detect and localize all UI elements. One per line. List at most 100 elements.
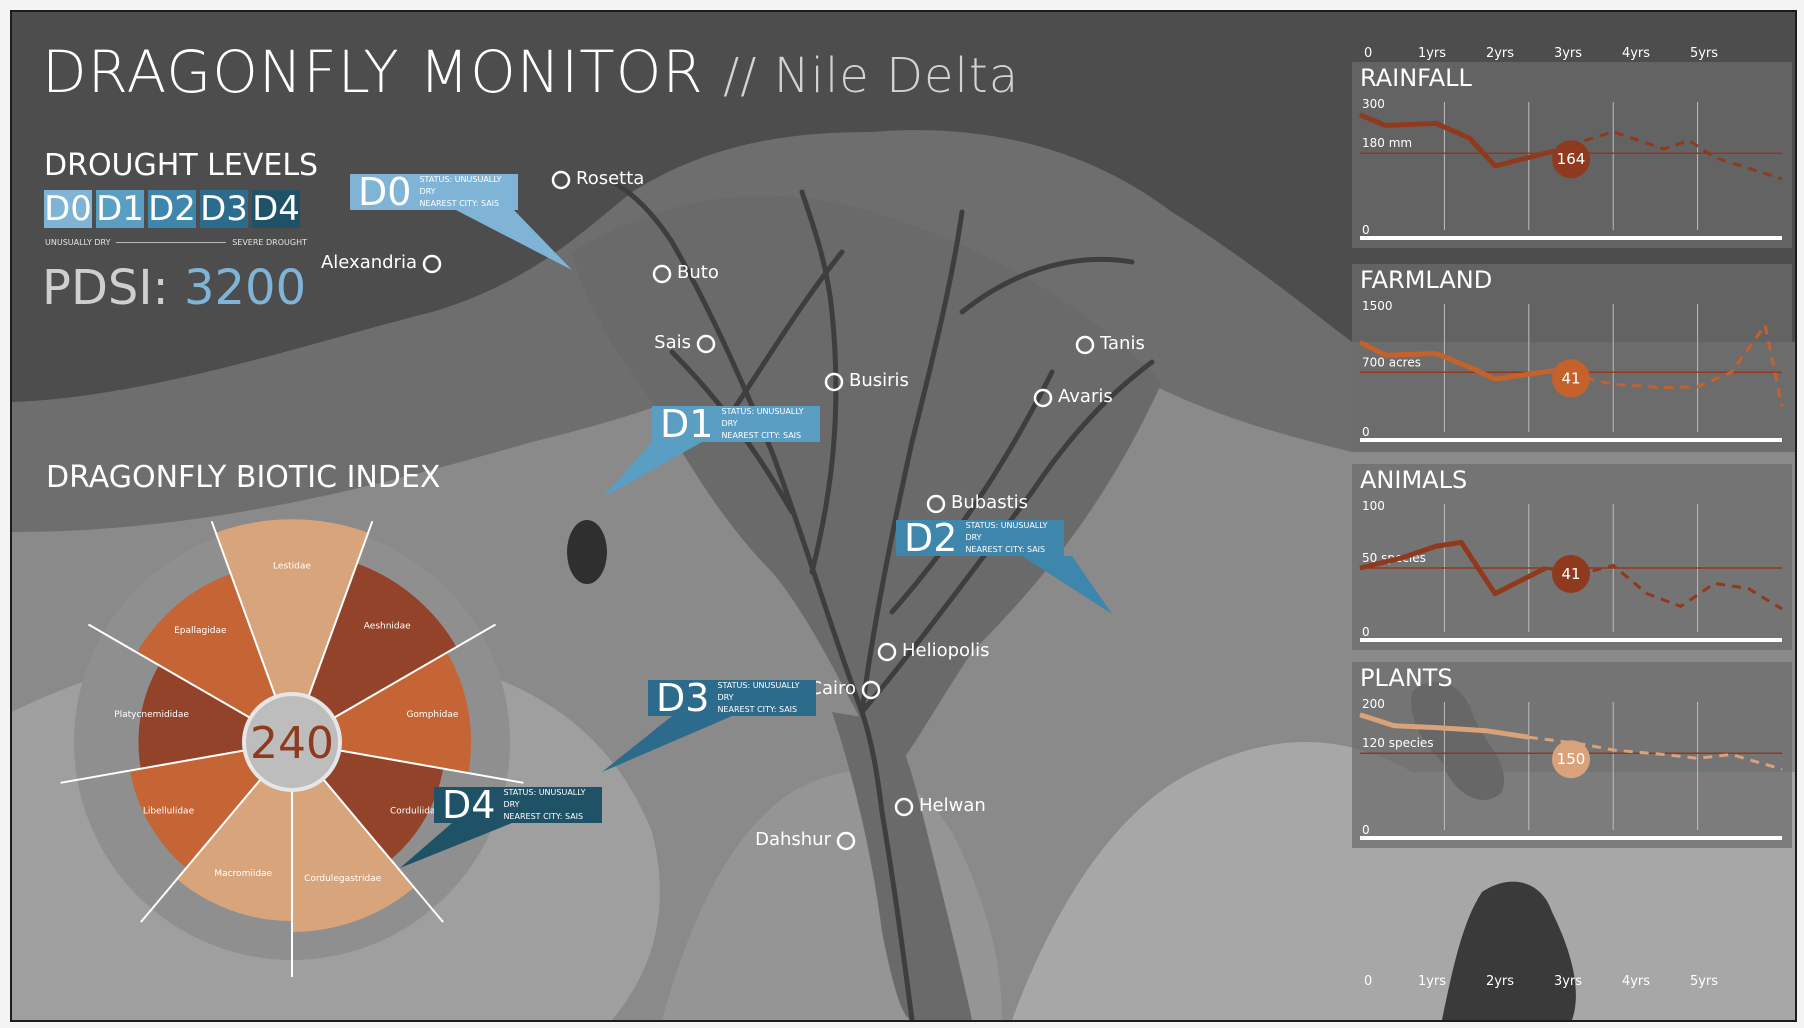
panel-plants[interactable]: PLANTS 200 0 120 species 150 xyxy=(1352,662,1792,848)
callout-city: NEAREST CITY: SAIS xyxy=(717,705,798,714)
current-value-label: 41 xyxy=(1561,369,1580,387)
rose-petal[interactable] xyxy=(292,778,415,932)
current-value-marker[interactable] xyxy=(1552,740,1590,779)
city-label[interactable]: Bubastis xyxy=(951,492,1029,513)
scale-line xyxy=(116,242,227,243)
panel-chart: 200 0 120 species 150 xyxy=(1359,697,1783,840)
drought-level-d1[interactable]: D1 xyxy=(96,189,144,229)
rose-divider xyxy=(60,749,245,784)
rose-petal[interactable] xyxy=(333,652,472,774)
current-value-label: 164 xyxy=(1557,150,1586,168)
city-label[interactable]: Rosetta xyxy=(576,168,645,189)
city-label[interactable]: Heliopolis xyxy=(902,640,990,661)
rose-divider xyxy=(140,778,262,923)
lake-mariout xyxy=(567,520,607,584)
panel-chart: 300 0 180 mm 164 xyxy=(1359,97,1783,240)
rose-category-label: Epallagidae xyxy=(174,626,227,636)
callout-info: STATUS: UNUSUALLY DRY NEAREST CITY: SAIS xyxy=(965,520,1056,556)
rose-divider xyxy=(307,520,374,698)
callout-code: D0 xyxy=(358,170,412,214)
drought-callout-d1[interactable]: D1 STATUS: UNUSUALLY DRY NEAREST CITY: SAI… xyxy=(652,402,820,446)
series-line xyxy=(1359,112,1555,169)
rose-category-label: Aeshnidae xyxy=(364,621,411,631)
panel-rainfall[interactable]: RAINFALL 300 0 180 mm 164 xyxy=(1352,62,1792,248)
delta-fan xyxy=(572,195,1162,772)
rose-petal[interactable] xyxy=(308,563,457,718)
y-max-label: 200 xyxy=(1362,697,1385,711)
panel-title: PLANTS xyxy=(1360,664,1453,692)
callout-code: D3 xyxy=(656,676,710,720)
callout-code: D1 xyxy=(660,402,714,446)
drought-callout-d4[interactable]: D4 STATUS: UNUSUALLY DRY NEAREST CITY: SAI… xyxy=(434,783,602,827)
series-line xyxy=(1359,712,1530,740)
y-max-label: 1500 xyxy=(1362,299,1393,313)
city-label[interactable]: Buto xyxy=(677,262,719,283)
drought-level-d2[interactable]: D2 xyxy=(148,189,196,229)
time-axis-label: 5yrs xyxy=(1689,46,1719,61)
callout-status: STATUS: UNUSUALLY DRY xyxy=(721,407,804,428)
callout-info: STATUS: UNUSUALLY DRY NEAREST CITY: SAIS xyxy=(717,680,808,716)
drought-callout-d0[interactable]: D0 STATUS: UNUSUALLY DRY NEAREST CITY: SAI… xyxy=(350,170,518,214)
city-label[interactable]: Dahshur xyxy=(755,829,831,850)
rose-petal[interactable] xyxy=(130,750,262,868)
drought-level-d0[interactable]: D0 xyxy=(44,189,92,229)
pdsi-readout: PDSI: 3200 xyxy=(42,260,306,316)
rose-petal[interactable] xyxy=(176,778,292,922)
time-axis-top: 0 1yrs 2yrs 3yrs 4yrs 5yrs xyxy=(1356,46,1792,64)
city-label[interactable]: Sais xyxy=(654,332,691,353)
time-axis-label: 4yrs xyxy=(1621,974,1651,989)
rose-category-label: Cordulegastridae xyxy=(304,874,382,884)
drought-callout-d2[interactable]: D2 STATUS: UNUSUALLY DRY NEAREST CITY: SAI… xyxy=(896,516,1064,560)
y-max-label: 100 xyxy=(1362,499,1385,513)
title-text: DRAGONFLY MONITOR xyxy=(42,38,704,106)
rose-divider xyxy=(339,749,524,784)
city-label[interactable]: Avaris xyxy=(1058,386,1113,407)
time-axis-label: 3yrs xyxy=(1553,46,1583,61)
subtitle-text: // Nile Delta xyxy=(723,48,1020,104)
rose-petal[interactable] xyxy=(136,573,276,718)
rose-divider xyxy=(322,778,444,923)
city-label[interactable]: Helwan xyxy=(919,795,986,816)
current-value-marker[interactable] xyxy=(1552,359,1590,398)
callout-city: NEAREST CITY: SAIS xyxy=(419,199,500,208)
rose-petal[interactable] xyxy=(215,519,369,697)
threshold-label: 700 acres xyxy=(1362,355,1421,369)
lake-south xyxy=(1442,881,1576,1020)
drought-level-d4[interactable]: D4 xyxy=(252,189,300,229)
pdsi-label: PDSI: xyxy=(42,260,169,316)
city-label[interactable]: Tanis xyxy=(1100,333,1145,354)
time-axis-label: 2yrs xyxy=(1485,46,1515,61)
y-min-label: 0 xyxy=(1362,823,1370,837)
city-label[interactable]: Cairo xyxy=(809,678,856,699)
city-label[interactable]: Alexandria xyxy=(320,252,417,273)
scale-right-label: SEVERE DROUGHT xyxy=(232,238,307,247)
panel-farmland[interactable]: FARMLAND 1500 0 700 acres 41 xyxy=(1352,264,1792,450)
callout-city: NEAREST CITY: SAIS xyxy=(721,431,802,440)
drought-level-d3[interactable]: D3 xyxy=(200,189,248,229)
callout-status: STATUS: UNUSUALLY DRY xyxy=(503,788,586,809)
forecast-line xyxy=(1553,321,1784,407)
time-axis-label: 4yrs xyxy=(1621,46,1651,61)
rose-category-label: Platycnemididae xyxy=(114,710,189,720)
series-line xyxy=(1358,340,1555,382)
city-label[interactable]: Busiris xyxy=(849,370,909,391)
current-value-marker[interactable] xyxy=(1552,555,1590,593)
rose-category-label: Lestidae xyxy=(273,561,311,571)
drought-callout-d3[interactable]: D3 STATUS: UNUSUALLY DRY NEAREST CITY: SAI… xyxy=(648,676,816,720)
rose-category-label: Gomphidae xyxy=(406,710,458,720)
biotic-index-title: DRAGONFLY BIOTIC INDEX xyxy=(46,460,441,495)
time-axis-label: 1yrs xyxy=(1417,46,1447,61)
y-max-label: 300 xyxy=(1362,97,1385,111)
current-value-marker[interactable] xyxy=(1552,140,1590,179)
callout-code: D2 xyxy=(904,516,958,560)
rose-category-label: Macromiidae xyxy=(214,869,272,879)
y-min-label: 0 xyxy=(1362,223,1370,237)
rose-petal[interactable] xyxy=(138,665,251,769)
scale-left-label: UNUSUALLY DRY xyxy=(45,238,111,247)
callout-status: STATUS: UNUSUALLY DRY xyxy=(717,681,800,702)
time-axis-bottom: 0 1yrs 2yrs 3yrs 4yrs 5yrs xyxy=(1356,974,1792,992)
panel-title: RAINFALL xyxy=(1360,64,1472,92)
panel-animals[interactable]: ANIMALS 100 0 50 species 41 xyxy=(1352,464,1792,650)
time-axis-label: 3yrs xyxy=(1553,974,1583,989)
